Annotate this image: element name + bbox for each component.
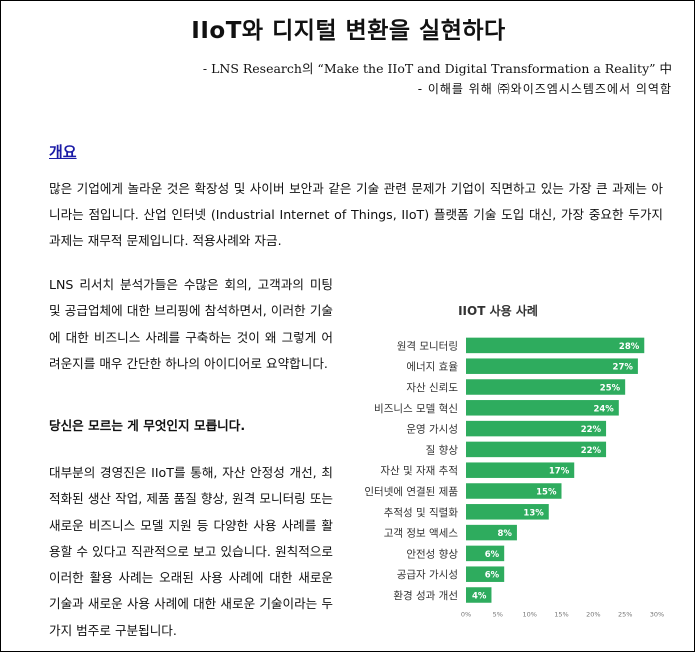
x-tick-label: 10% [522,610,536,618]
bar-data-label: 13% [523,508,544,518]
source-citation: - LNS Research의 “Make the IIoT and Digit… [202,61,672,76]
chart-bar [466,462,575,478]
body-paragraph-1: LNS 리서치 분석가들은 수많은 회의, 고객과의 미팅 및 공급업체에 대한… [49,277,333,371]
category-label: 인터넷에 연결된 제품 [364,486,458,498]
bar-data-label: 17% [549,467,570,477]
chart-bar [466,587,492,603]
category-label: 질 향상 [426,444,459,456]
x-tick-label: 25% [618,610,632,618]
category-label: 환경 성과 개선 [393,589,458,602]
bar-data-label: 6% [485,571,500,581]
bar-data-label: 6% [485,550,500,560]
category-label: 추적성 및 직렬화 [384,506,459,519]
chart-bar [466,566,505,582]
x-tick-label: 0% [461,610,471,618]
chart-bar [466,545,505,562]
body-paragraph-3: 대부분의 경영진은 IIoT를 통해, 자산 안정성 개선, 최적화된 생산 작… [49,465,333,638]
category-label: 자산 신뢰도 [406,382,458,394]
chart-bar [466,400,619,416]
chart-bar [466,483,562,499]
intro-paragraph: 많은 기업에게 놀라운 것은 확장성 및 사이버 보안과 같은 기술 관련 문제… [49,181,663,248]
chart-bar [466,504,549,520]
x-tick-label: 5% [493,610,503,618]
bar-data-label: 15% [536,488,557,498]
bar-data-label: 4% [472,592,487,602]
x-tick-label: 20% [586,610,600,618]
category-label: 운영 가시성 [406,424,458,436]
iiot-use-case-chart: IIOT 사용 사례 원격 모니터링 28% 에너지 효율 27% 자산 신뢰도 25% 비… [353,293,673,623]
category-label: 자산 및 자재 추적 [380,465,458,477]
chart-bar [466,441,607,458]
category-label: 공급자 가시성 [397,569,458,581]
document-title: IIoT와 디지털 변환을 실현하다 [191,18,506,44]
chart-bar [466,524,517,541]
chart-bar [466,337,645,354]
bar-data-label: 24% [593,404,614,414]
bar-data-label: 25% [600,384,621,394]
bar-data-label: 8% [497,529,512,539]
translation-note: - 이해를 위해 ㈜와이즈엠시스템즈에서 의역함 [417,82,672,96]
x-tick-label: 30% [650,610,664,618]
section-heading-overview: 개요 [49,143,77,161]
category-label: 에너지 효율 [406,361,458,373]
bar-data-label: 27% [613,363,634,373]
x-tick-label: 15% [554,610,568,618]
category-label: 원격 모니터링 [397,339,458,352]
bar-data-label: 22% [581,425,602,435]
category-label: 안전성 향상 [406,548,458,560]
chart-svg: IIOT 사용 사례 원격 모니터링 28% 에너지 효율 27% 자산 신뢰도 25% 비… [364,303,664,618]
chart-bar [466,358,638,374]
category-label: 비즈니스 모델 혁신 [374,403,458,415]
bar-data-label: 22% [581,446,602,456]
body-paragraph-2: 당신은 모르는 게 무엇인지 모릅니다. [49,418,246,433]
chart-bar [466,379,626,395]
bar-data-label: 28% [619,342,640,352]
category-label: 고객 정보 액세스 [384,528,459,540]
chart-title: IIOT 사용 사례 [458,303,538,318]
chart-bar [466,420,607,437]
